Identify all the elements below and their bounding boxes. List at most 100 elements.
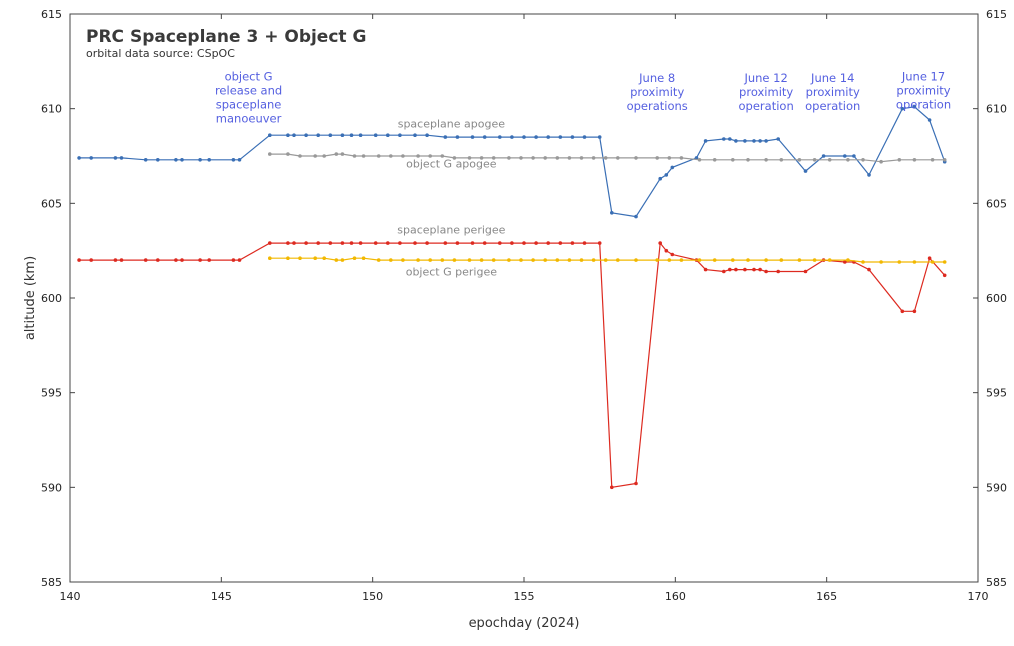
data-point (930, 158, 935, 162)
data-point (731, 158, 735, 162)
data-point (534, 135, 538, 139)
data-point (667, 156, 672, 160)
data-point (616, 258, 620, 262)
data-point (143, 158, 148, 162)
data-point (340, 152, 345, 156)
data-point (389, 258, 393, 262)
data-point (634, 258, 638, 262)
annotation-line: June 8 (638, 71, 675, 85)
data-point (352, 154, 357, 158)
x-axis-label: epochday (2024) (469, 616, 580, 631)
data-point (156, 158, 160, 162)
series-label: spaceplane perigee (397, 224, 505, 237)
annotation-line: object G (225, 69, 273, 83)
annotation-line: June 12 (743, 71, 787, 85)
data-point (764, 139, 768, 143)
data-point (731, 258, 735, 262)
data-point (479, 156, 484, 160)
data-point (207, 158, 211, 162)
data-point (304, 241, 308, 245)
data-point (703, 267, 708, 272)
data-point (398, 241, 402, 245)
data-point (591, 258, 596, 262)
series-spaceplane-perigee (77, 241, 947, 490)
data-point (416, 154, 420, 158)
data-point (470, 135, 475, 139)
y-tick-label: 600 (41, 292, 62, 305)
data-point (543, 156, 547, 160)
data-point (304, 133, 308, 137)
data-point (610, 485, 614, 490)
data-point (268, 256, 272, 261)
series-layer (77, 105, 947, 490)
data-point (482, 241, 487, 245)
data-point (746, 158, 750, 162)
data-point (879, 260, 883, 264)
data-point (942, 260, 947, 264)
data-point (616, 156, 620, 160)
data-point (498, 135, 502, 139)
data-point (752, 267, 756, 272)
data-point (322, 256, 327, 261)
data-point (467, 258, 472, 262)
data-point (443, 241, 448, 245)
data-point (180, 258, 184, 262)
data-point (591, 156, 596, 160)
x-tick-label: 170 (968, 590, 989, 603)
annotation-line: proximity (896, 83, 950, 97)
annotation: June 12 proximity operation (739, 71, 794, 113)
annotation-line: June 14 (810, 71, 854, 85)
data-point (797, 158, 802, 162)
data-point (340, 258, 345, 262)
x-tick-label: 145 (211, 590, 232, 603)
data-point (491, 156, 496, 160)
data-point (570, 241, 575, 245)
y-tick-label-right: 595 (986, 387, 1007, 400)
data-point (927, 256, 932, 261)
data-point (664, 173, 669, 177)
data-point (712, 258, 717, 262)
data-point (634, 481, 638, 486)
data-point (340, 133, 345, 137)
data-point (113, 156, 118, 160)
data-point (679, 258, 684, 262)
data-point (567, 258, 572, 262)
data-point (386, 241, 390, 245)
data-point (89, 156, 93, 160)
data-point (912, 309, 917, 314)
data-point (897, 158, 902, 162)
data-point (779, 158, 784, 162)
series-label: object G apogee (406, 157, 497, 170)
annotation-line: operation (739, 99, 794, 113)
annotation-line: proximity (739, 85, 793, 99)
data-point (912, 158, 917, 162)
data-point (634, 156, 638, 160)
data-point (912, 260, 917, 264)
data-point (425, 241, 429, 245)
series-labels: spaceplane apogee object G apogee spacepla… (397, 118, 505, 279)
data-point (313, 256, 318, 261)
series-spaceplane-apogee (77, 105, 947, 219)
data-point (697, 158, 702, 162)
data-point (664, 248, 669, 253)
data-point (797, 258, 802, 262)
data-point (861, 158, 865, 162)
data-point (867, 173, 871, 177)
data-point (722, 269, 726, 274)
y-tick-label-right: 610 (986, 103, 1007, 116)
annotation-line: proximity (806, 85, 860, 99)
y-tick-label-right: 590 (986, 481, 1007, 494)
data-point (519, 258, 523, 262)
data-point (143, 258, 148, 262)
data-point (328, 133, 333, 137)
data-point (443, 135, 448, 139)
data-point (322, 154, 327, 158)
data-point (77, 258, 81, 262)
data-point (292, 241, 296, 245)
data-point (728, 137, 732, 141)
y-tick-label: 605 (41, 197, 62, 210)
annotation: June 14 proximity operation (805, 71, 860, 113)
data-point (555, 156, 560, 160)
